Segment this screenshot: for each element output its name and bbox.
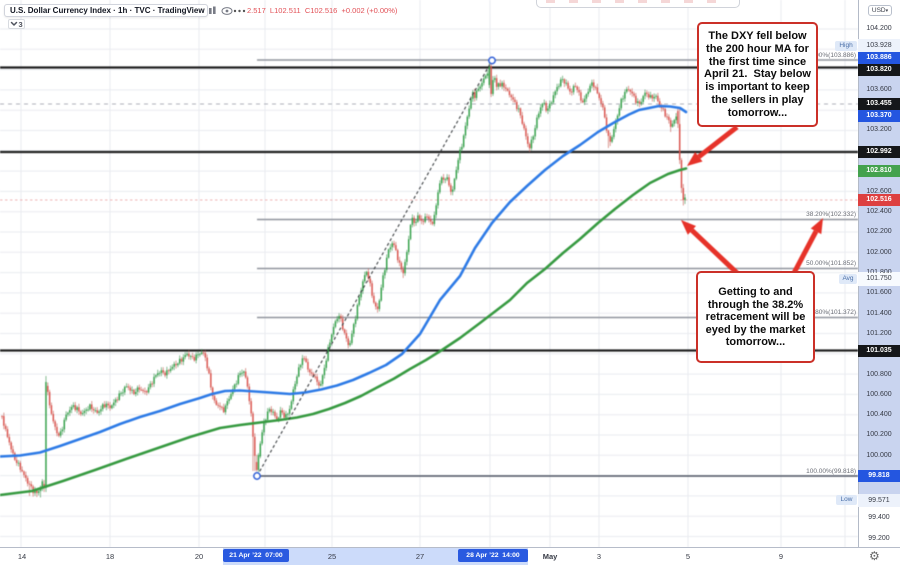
svg-text:3: 3: [19, 20, 23, 28]
